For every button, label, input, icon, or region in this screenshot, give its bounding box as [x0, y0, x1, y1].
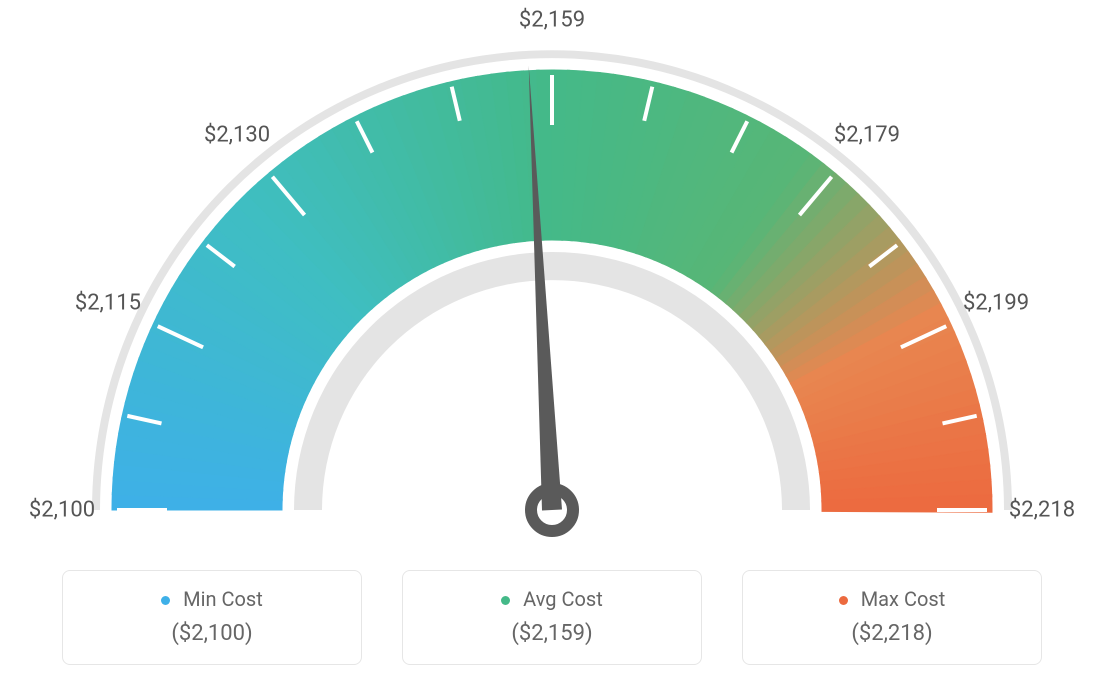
- gauge-tick-label: $2,115: [75, 290, 141, 315]
- legend-max-title: Max Cost: [743, 587, 1041, 611]
- gauge-tick-label: $2,199: [963, 290, 1029, 315]
- legend-avg-title: Avg Cost: [403, 587, 701, 611]
- gauge-tick-label: $2,130: [204, 122, 270, 147]
- legend-max-label: Max Cost: [861, 587, 946, 611]
- legend-max-value: ($2,218): [743, 621, 1041, 646]
- gauge-tick-label: $2,159: [519, 8, 585, 33]
- dot-icon: [161, 596, 170, 605]
- legend-max-cost: Max Cost ($2,218): [742, 570, 1042, 665]
- gauge-svg: [0, 0, 1104, 560]
- legend-avg-value: ($2,159): [403, 621, 701, 646]
- legend-min-title: Min Cost: [63, 587, 361, 611]
- dot-icon: [501, 596, 510, 605]
- legend-min-cost: Min Cost ($2,100): [62, 570, 362, 665]
- dot-icon: [839, 596, 848, 605]
- legend-row: Min Cost ($2,100) Avg Cost ($2,159) Max …: [0, 570, 1104, 665]
- legend-min-value: ($2,100): [63, 621, 361, 646]
- gauge-tick-label: $2,179: [834, 122, 900, 147]
- legend-avg-cost: Avg Cost ($2,159): [402, 570, 702, 665]
- cost-gauge: $2,100 $2,115 $2,130 $2,159 $2,179 $2,199 $2,2…: [0, 0, 1104, 560]
- gauge-tick-label: $2,218: [1009, 498, 1075, 523]
- gauge-tick-label: $2,100: [29, 498, 95, 523]
- legend-avg-label: Avg Cost: [523, 587, 603, 611]
- legend-min-label: Min Cost: [183, 587, 263, 611]
